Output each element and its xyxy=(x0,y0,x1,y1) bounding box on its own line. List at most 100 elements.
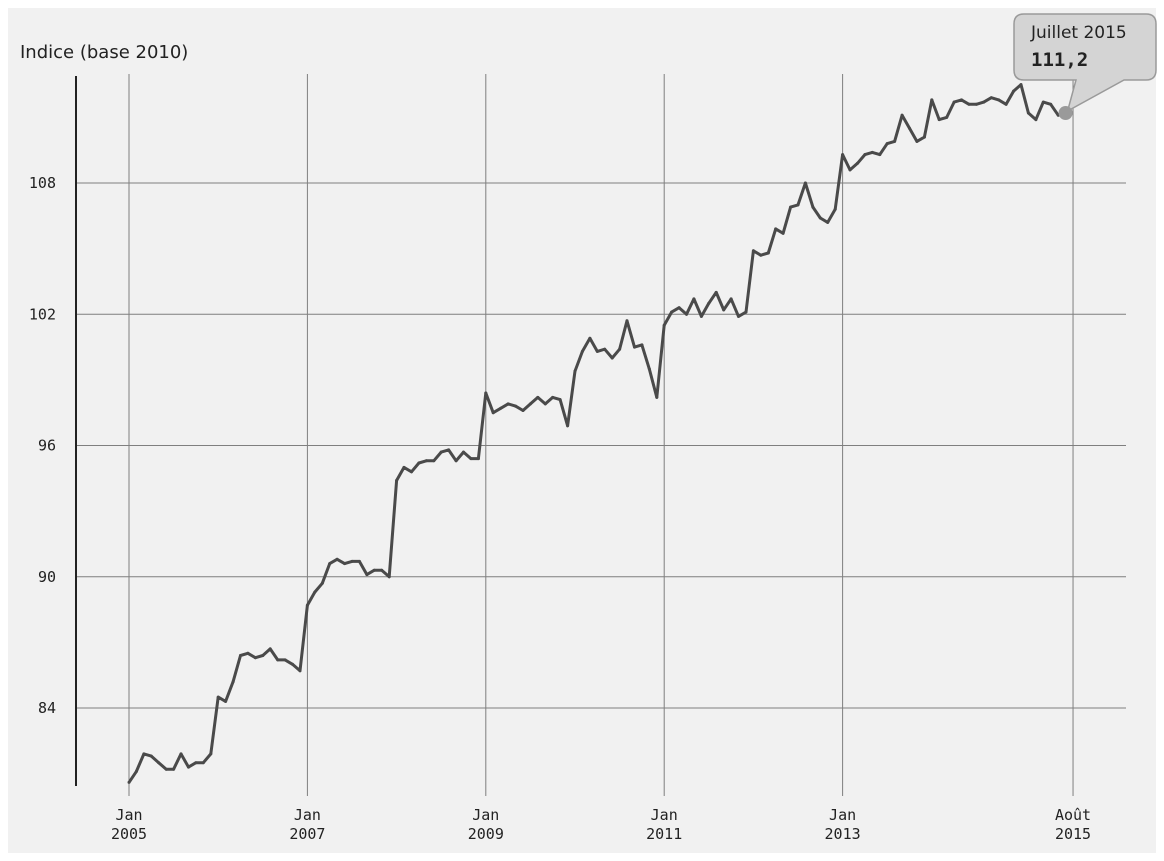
data-point xyxy=(439,450,443,454)
data-point xyxy=(1004,102,1008,106)
data-point xyxy=(893,139,897,143)
x-tick-label-line2: 2007 xyxy=(289,825,325,843)
chart-title: Indice (base 2010) xyxy=(20,42,188,63)
x-tick-label-line2: 2011 xyxy=(646,825,682,843)
y-tick-label: 102 xyxy=(29,305,56,323)
grid xyxy=(76,74,1126,796)
x-tick-label-line1: Jan xyxy=(294,806,321,824)
data-point xyxy=(402,465,406,469)
data-point xyxy=(551,395,555,399)
data-point xyxy=(499,406,503,410)
y-tick-label: 90 xyxy=(38,568,56,586)
data-point xyxy=(1041,100,1045,104)
data-point xyxy=(328,562,332,566)
data-point xyxy=(417,461,421,465)
data-point xyxy=(1049,102,1053,106)
x-tick-label-line2: 2005 xyxy=(111,825,147,843)
chart-background xyxy=(8,8,1156,853)
data-point xyxy=(566,424,570,428)
data-point xyxy=(253,656,257,660)
data-point xyxy=(216,695,220,699)
x-tick-label-line2: 2015 xyxy=(1055,825,1091,843)
data-point xyxy=(603,347,607,351)
data-point xyxy=(447,448,451,452)
data-point xyxy=(454,459,458,463)
data-point xyxy=(625,319,629,323)
data-point xyxy=(930,98,934,102)
data-point xyxy=(945,115,949,119)
data-point xyxy=(818,216,822,220)
data-point xyxy=(276,658,280,662)
data-point xyxy=(900,113,904,117)
data-point xyxy=(395,479,399,482)
data-point xyxy=(744,310,748,314)
data-point xyxy=(209,752,213,756)
data-point xyxy=(647,367,651,371)
data-point xyxy=(1034,118,1038,122)
x-tick-label-line2: 2009 xyxy=(468,825,504,843)
data-point xyxy=(885,142,889,146)
data-point xyxy=(692,297,696,301)
tooltip: Juillet 2015 111,2 xyxy=(1013,13,1157,113)
data-point xyxy=(134,769,138,773)
data-point xyxy=(633,345,636,349)
data-point xyxy=(224,699,228,703)
data-point xyxy=(685,312,688,316)
y-tick-label: 84 xyxy=(38,699,56,717)
data-point xyxy=(774,227,778,231)
data-point xyxy=(863,153,867,157)
y-tick-label: 108 xyxy=(29,174,56,192)
y-tick-label: 96 xyxy=(38,437,56,455)
data-point xyxy=(528,402,532,406)
data-point xyxy=(246,651,250,655)
x-tick-label-line1: Jan xyxy=(115,806,142,824)
data-point xyxy=(729,297,733,301)
data-point xyxy=(1019,83,1023,87)
tooltip-label: Juillet 2015 xyxy=(1030,23,1127,43)
data-point xyxy=(870,150,874,154)
data-point xyxy=(172,767,176,771)
data-point xyxy=(387,575,391,579)
tooltip-value: 111,2 xyxy=(1031,49,1088,71)
x-tick-label-line1: Août xyxy=(1055,806,1091,824)
data-point xyxy=(543,402,547,406)
data-point xyxy=(766,251,770,255)
data-point xyxy=(142,752,146,756)
data-point xyxy=(670,310,674,314)
data-point xyxy=(989,96,993,100)
data-point xyxy=(372,568,376,572)
data-point xyxy=(722,308,726,312)
data-point xyxy=(803,181,807,185)
data-point xyxy=(595,349,599,353)
data-point xyxy=(1026,111,1030,115)
data-point xyxy=(187,765,190,769)
data-point xyxy=(305,603,309,607)
data-point xyxy=(157,761,161,765)
data-point xyxy=(491,411,495,415)
data-point xyxy=(432,459,436,463)
data-point xyxy=(149,754,153,758)
data-point xyxy=(856,161,859,165)
data-point xyxy=(960,98,963,102)
data-point xyxy=(826,220,830,224)
data-point xyxy=(231,680,235,684)
data-point xyxy=(357,559,361,563)
hover-marker[interactable] xyxy=(1058,106,1073,120)
x-tick-label-line1: Jan xyxy=(651,806,678,824)
data-point xyxy=(915,139,919,143)
data-points xyxy=(127,83,1068,784)
data-point xyxy=(922,135,926,139)
data-point xyxy=(343,562,347,566)
tooltip-box xyxy=(1013,13,1157,113)
data-point xyxy=(268,647,272,651)
data-point xyxy=(410,470,413,474)
data-point xyxy=(707,301,711,305)
data-point xyxy=(655,395,659,399)
data-point xyxy=(484,391,488,395)
x-tick-label-line1: Jan xyxy=(472,806,499,824)
data-point xyxy=(424,459,428,463)
data-point xyxy=(699,314,703,318)
data-point xyxy=(952,100,956,104)
data-point xyxy=(677,306,681,310)
data-point xyxy=(335,557,339,561)
